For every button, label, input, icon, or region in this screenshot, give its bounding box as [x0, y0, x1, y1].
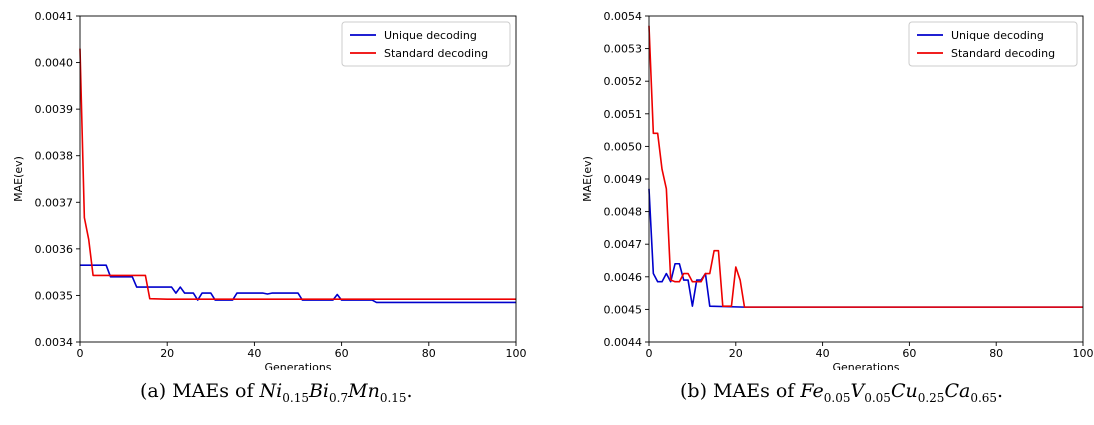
x-tick-label: 0	[77, 347, 84, 360]
series-line-standard-decoding	[648, 25, 1083, 308]
y-tick-label: 0.0054	[604, 10, 643, 23]
y-tick-label: 0.0039	[35, 103, 74, 116]
x-tick-label: 80	[989, 347, 1003, 360]
plot-frame	[79, 15, 517, 343]
caption-b-prefix: (b) MAEs of	[680, 380, 801, 402]
formula-subscript: 0.05	[823, 390, 851, 405]
y-tick-label: 0.0048	[604, 206, 643, 219]
x-axis-label: Generations	[264, 361, 331, 370]
y-tick-label: 0.0050	[604, 140, 643, 153]
y-tick-label: 0.0037	[35, 196, 74, 209]
y-tick-label: 0.0052	[604, 75, 643, 88]
x-tick-label: 80	[422, 347, 436, 360]
formula-subscript: 0.7	[329, 390, 349, 405]
caption-a: (a) MAEs of Ni0.15Bi0.7Mn0.15.	[140, 380, 413, 405]
x-tick-label: 60	[902, 347, 916, 360]
y-tick-label: 0.0041	[35, 10, 74, 23]
x-tick-label: 20	[160, 347, 174, 360]
x-tick-label: 20	[729, 347, 743, 360]
formula-subscript: 0.05	[864, 390, 891, 405]
y-tick-label: 0.0035	[35, 289, 74, 302]
formula-element: Fe	[800, 380, 824, 402]
legend-label: Standard decoding	[951, 47, 1055, 60]
y-tick-label: 0.0047	[604, 238, 643, 251]
series-line-standard-decoding	[79, 48, 516, 300]
figure: 0 20 40 60 80 100 0.0034 0.0035 0.0036 0.0037 0.00…	[12, 10, 1094, 370]
legend-label: Unique decoding	[384, 29, 477, 42]
formula-subscript: 0.15	[379, 390, 407, 405]
y-tick-label: 0.0034	[35, 336, 74, 349]
formula-element: Ni	[259, 380, 283, 402]
y-tick-label: 0.0051	[604, 108, 643, 121]
y-tick-label: 0.0045	[604, 303, 643, 316]
y-axis-label: MAE(ev)	[581, 156, 594, 202]
y-tick-label: 0.0040	[35, 57, 74, 70]
legend-box	[341, 21, 511, 67]
y-tick-label: 0.0053	[604, 43, 643, 56]
x-axis-label: Generations	[832, 361, 899, 370]
x-tick-label: 40	[816, 347, 830, 360]
formula-element: Bi	[308, 380, 330, 402]
caption-a-formula: Ni0.15Bi0.7Mn0.15	[259, 380, 407, 405]
x-tick-label: 60	[335, 347, 349, 360]
formula-subscript: 0.65	[970, 390, 998, 405]
x-tick-label: 100	[1073, 347, 1094, 360]
caption-b-formula: Fe0.05V0.05Cu0.25Ca0.65	[800, 380, 998, 405]
chart-a: 0 20 40 60 80 100 0.0034 0.0035 0.0036 0.0037 0.00…	[12, 10, 527, 370]
series-line-unique-decoding	[648, 188, 1083, 308]
formula-element: Mn	[348, 380, 380, 402]
y-tick-label: 0.0036	[35, 243, 74, 256]
chart-b: 0 20 40 60 80 100 0.0044 0.0045 0.0046 0.0047 0.00…	[581, 10, 1094, 370]
legend-label: Standard decoding	[384, 47, 488, 60]
y-tick-label: 0.0046	[604, 271, 643, 284]
legend-label: Unique decoding	[951, 29, 1044, 42]
formula-element: Ca	[944, 380, 971, 402]
formula-subscript: 0.15	[282, 390, 309, 405]
caption-a-suffix: .	[406, 380, 413, 402]
formula-subscript: 0.25	[917, 390, 945, 405]
caption-b: (b) MAEs of Fe0.05V0.05Cu0.25Ca0.65.	[680, 380, 1003, 405]
x-tick-label: 100	[506, 347, 527, 360]
y-tick-label: 0.0038	[35, 150, 74, 163]
caption-b-suffix: .	[997, 380, 1004, 402]
formula-element: Cu	[890, 380, 918, 402]
legend-box	[908, 21, 1078, 67]
series-line-unique-decoding	[80, 264, 516, 304]
x-tick-label: 40	[247, 347, 261, 360]
caption-a-prefix: (a) MAEs of	[140, 380, 260, 402]
y-axis-label: MAE(ev)	[12, 156, 25, 202]
y-tick-label: 0.0049	[604, 173, 643, 186]
x-tick-label: 0	[646, 347, 653, 360]
y-tick-label: 0.0044	[604, 336, 643, 349]
formula-element: V	[850, 380, 865, 402]
